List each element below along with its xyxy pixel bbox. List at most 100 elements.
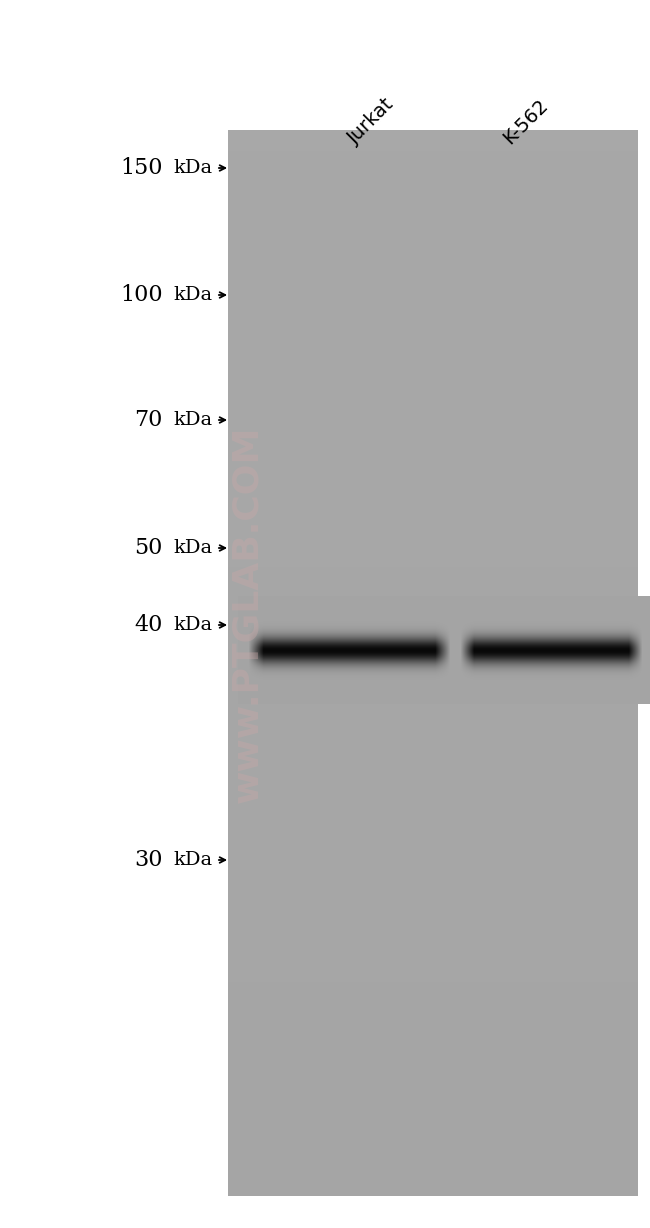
Bar xyxy=(228,939,638,950)
Bar xyxy=(228,247,638,259)
Bar xyxy=(228,301,638,312)
Bar xyxy=(228,130,638,141)
Text: kDa: kDa xyxy=(174,411,213,429)
Bar xyxy=(228,759,638,770)
Bar xyxy=(228,907,638,919)
Bar xyxy=(228,1120,638,1132)
Bar xyxy=(228,481,638,494)
Bar xyxy=(228,151,638,163)
Bar xyxy=(228,748,638,759)
Bar xyxy=(228,812,638,823)
Bar xyxy=(228,919,638,930)
Bar xyxy=(228,1078,638,1089)
Bar xyxy=(228,1131,638,1143)
Bar xyxy=(228,205,638,216)
Bar xyxy=(228,801,638,813)
Bar xyxy=(228,470,638,483)
Bar xyxy=(228,449,638,462)
Bar xyxy=(228,333,638,344)
Bar xyxy=(228,460,638,472)
Bar xyxy=(228,982,638,993)
Bar xyxy=(228,684,638,695)
Bar xyxy=(228,971,638,982)
Text: K-562: K-562 xyxy=(500,96,552,149)
Bar xyxy=(228,343,638,355)
Text: 70: 70 xyxy=(135,409,163,431)
Bar xyxy=(228,354,638,365)
Bar xyxy=(228,865,638,877)
Bar xyxy=(228,950,638,962)
Bar xyxy=(228,141,638,152)
Text: 40: 40 xyxy=(135,614,163,636)
Bar xyxy=(228,418,638,430)
Bar xyxy=(228,1142,638,1153)
Bar xyxy=(228,566,638,578)
Bar xyxy=(228,695,638,706)
Bar xyxy=(228,290,638,301)
Text: kDa: kDa xyxy=(174,286,213,305)
Bar xyxy=(228,429,638,440)
Bar xyxy=(228,598,638,610)
Text: 100: 100 xyxy=(120,284,163,306)
Text: 50: 50 xyxy=(135,537,163,559)
Bar xyxy=(228,375,638,387)
Bar xyxy=(228,823,638,834)
Bar xyxy=(228,791,638,802)
Bar xyxy=(228,365,638,376)
Text: www.PTGLAB.COM: www.PTGLAB.COM xyxy=(230,425,264,803)
Bar xyxy=(228,502,638,515)
Bar xyxy=(228,1152,638,1164)
Bar xyxy=(228,620,638,631)
Bar xyxy=(228,652,638,663)
Bar xyxy=(228,960,638,973)
Bar xyxy=(228,406,638,419)
Bar xyxy=(228,513,638,526)
Bar xyxy=(228,1014,638,1025)
Bar xyxy=(228,780,638,791)
Bar xyxy=(228,673,638,685)
Bar xyxy=(228,130,638,1195)
Bar xyxy=(228,1024,638,1036)
Bar xyxy=(228,769,638,781)
Bar xyxy=(228,1110,638,1121)
Bar xyxy=(228,727,638,738)
Bar xyxy=(228,269,638,280)
Bar xyxy=(228,1003,638,1016)
Bar xyxy=(228,311,638,323)
Text: kDa: kDa xyxy=(174,539,213,558)
Bar xyxy=(228,577,638,589)
Bar xyxy=(228,928,638,941)
Bar xyxy=(228,844,638,855)
Bar xyxy=(228,534,638,546)
Bar xyxy=(228,397,638,408)
Bar xyxy=(228,737,638,749)
Bar xyxy=(228,855,638,866)
Bar xyxy=(228,588,638,599)
Bar xyxy=(228,1088,638,1100)
Bar xyxy=(228,716,638,727)
Text: Jurkat: Jurkat xyxy=(345,95,398,149)
Bar xyxy=(228,162,638,173)
Bar xyxy=(228,438,638,451)
Bar xyxy=(228,662,638,674)
Bar xyxy=(228,992,638,1005)
Bar xyxy=(228,1184,638,1196)
Bar xyxy=(228,173,638,184)
Text: kDa: kDa xyxy=(174,616,213,634)
Bar xyxy=(228,1046,638,1057)
Bar xyxy=(228,896,638,909)
Bar xyxy=(228,258,638,269)
Bar xyxy=(228,705,638,717)
Bar xyxy=(228,524,638,535)
Bar xyxy=(228,609,638,621)
Bar xyxy=(228,237,638,248)
Text: 150: 150 xyxy=(120,157,163,179)
Bar xyxy=(228,1174,638,1185)
Bar xyxy=(228,1056,638,1068)
Bar xyxy=(228,876,638,887)
Bar xyxy=(228,556,638,567)
Text: kDa: kDa xyxy=(174,851,213,869)
Bar xyxy=(228,226,638,237)
Bar xyxy=(228,386,638,397)
Bar xyxy=(228,630,638,642)
